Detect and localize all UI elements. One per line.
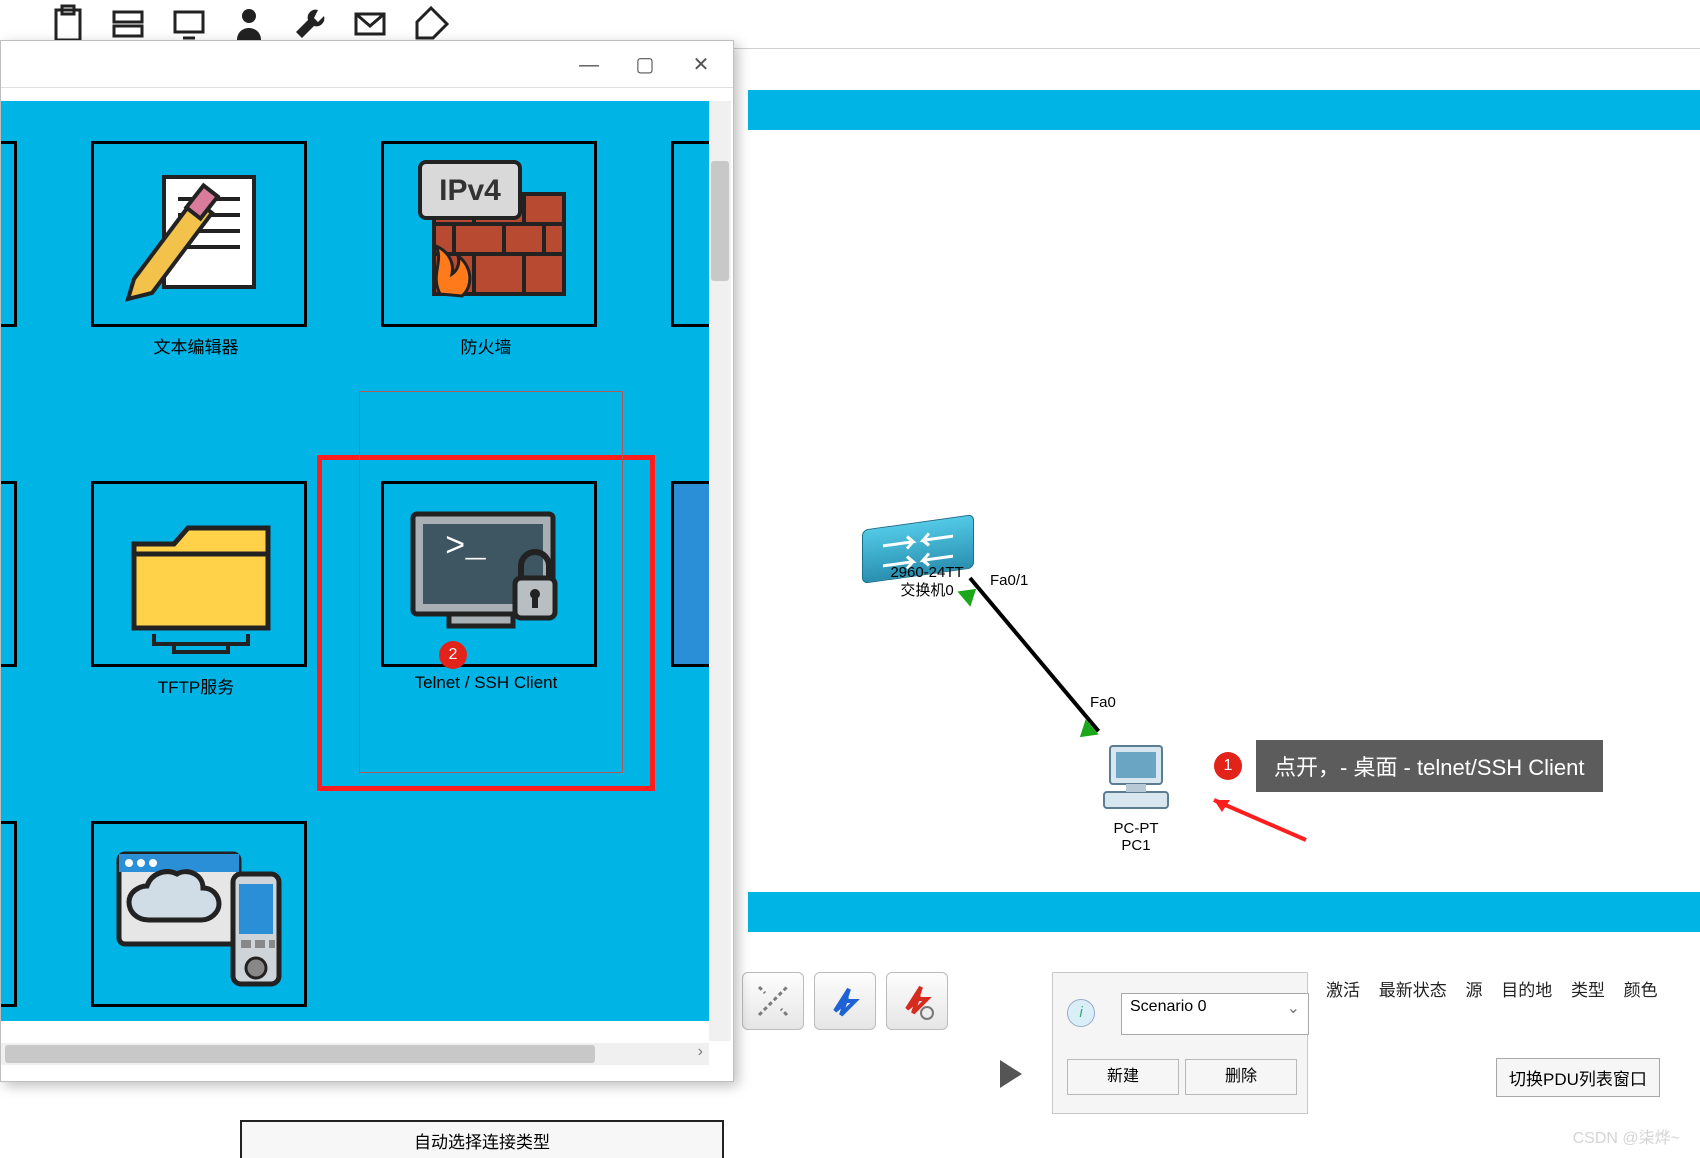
annotation-badge-1: 1 [1214,752,1242,780]
app-partial-r1[interactable] [671,141,711,327]
app-text-editor-label: 文本编辑器 [61,333,331,358]
hscrollbar-thumb[interactable] [5,1045,595,1063]
scenario-panel: i Scenario 0 ⌄ 新建 删除 [1052,972,1308,1114]
selection-outline [359,391,623,773]
col-dest[interactable]: 目的地 [1501,976,1552,1001]
minimize-icon[interactable]: — [575,51,603,79]
app-partial-r2[interactable] [671,481,711,667]
info-icon[interactable]: i [1067,999,1095,1027]
switch-model: 2960-24TT [890,564,963,581]
toggle-pdu-button[interactable]: 切换PDU列表窗口 [1496,1058,1660,1097]
vscrollbar-thumb[interactable] [711,161,729,281]
port-label-2: Fa0 [1090,694,1116,711]
app-tftp-label: TFTP服务 [61,673,331,698]
pc-name: PC1 [1121,837,1150,854]
col-color[interactable]: 颜色 [1624,976,1658,1001]
close-icon[interactable]: ✕ [687,51,715,79]
scroll-right-icon[interactable]: › [698,1043,703,1061]
simulation-toolbar [742,972,972,1038]
col-activate[interactable]: 激活 [1326,976,1360,1001]
canvas-title-strip [748,90,1700,130]
app-partial-1[interactable] [1,141,17,327]
switch-name: 交换机0 [900,582,953,599]
sim-lightning-red-icon[interactable] [886,972,948,1030]
scenario-delete-button[interactable]: 删除 [1185,1059,1297,1095]
annotation-tooltip: 点开，- 桌面 - telnet/SSH Client [1256,740,1603,792]
col-type[interactable]: 类型 [1571,976,1605,1001]
firewall-badge-text: IPv4 [439,174,501,207]
annotation-arrow-icon [1196,790,1316,850]
scenario-selected: Scenario 0 [1130,998,1207,1015]
annotation-badge-2: 2 [439,641,467,669]
popup-titlebar[interactable]: — ▢ ✕ [1,41,733,88]
popup-vscrollbar[interactable] [709,101,731,1041]
col-last-state[interactable]: 最新状态 [1379,976,1447,1001]
app-firewall-label: 防火墙 [351,333,621,358]
app-partial-3[interactable] [1,821,17,1007]
popup-hscrollbar[interactable]: › [1,1043,709,1065]
scenario-select[interactable]: Scenario 0 ⌄ [1121,993,1309,1035]
scenario-new-button[interactable]: 新建 [1067,1059,1179,1095]
col-source[interactable]: 源 [1465,976,1482,1001]
tool-server-icon[interactable] [108,4,148,44]
pc-device-icon[interactable] [1096,740,1176,825]
play-icon[interactable] [1000,1060,1022,1088]
canvas-bottom-strip [748,892,1700,932]
tool-monitor-icon[interactable] [169,4,209,44]
desktop-apps-window: — ▢ ✕ 文本编辑器 [0,40,734,1082]
tool-wrench-icon[interactable] [290,4,330,44]
tool-clipboard-icon[interactable] [48,4,88,44]
watermark: CSDN @柒烨~ [1573,1124,1680,1148]
sim-auto-icon[interactable] [742,972,804,1030]
tool-person-icon[interactable] [229,4,269,44]
app-tftp[interactable] [91,481,307,667]
maximize-icon[interactable]: ▢ [631,51,659,79]
tool-tag-icon[interactable] [411,4,451,44]
port-label-1: Fa0/1 [990,572,1028,589]
tool-envelope-icon[interactable] [350,4,390,44]
app-text-editor[interactable] [91,141,307,327]
pc-label: PC-PT PC1 [1096,820,1176,854]
pdu-column-headers: 激活 最新状态 源 目的地 类型 颜色 [1326,976,1672,1004]
app-partial-2[interactable] [1,481,17,667]
app-firewall[interactable]: IPv4 [381,141,597,327]
app-cloud-pda[interactable] [91,821,307,1007]
chevron-down-icon: ⌄ [1287,998,1300,1018]
connection-type-label: 自动选择连接类型 [240,1120,724,1158]
sim-lightning-blue-icon[interactable] [814,972,876,1030]
pc-type: PC-PT [1114,820,1159,837]
